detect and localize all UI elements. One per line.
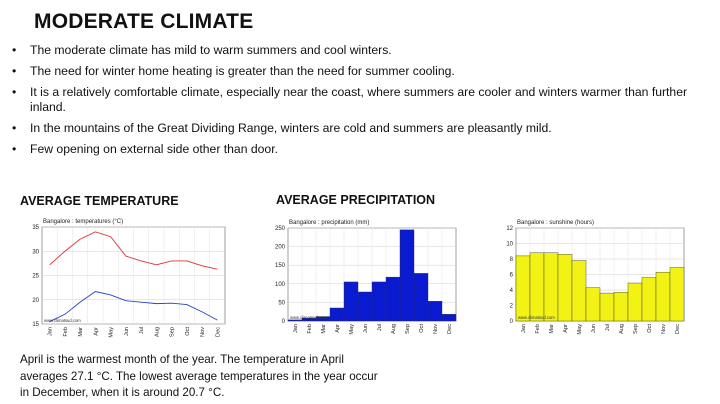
temperature-caption: April is the warmest month of the year. … xyxy=(20,353,378,399)
bullet-list: The moderate climate has mild to warm su… xyxy=(12,43,702,163)
x-tick-label: Sep xyxy=(633,324,639,334)
bullet-item: It is a relatively comfortable climate, … xyxy=(12,85,702,115)
y-tick-label: 25 xyxy=(32,274,39,280)
x-tick-label: Aug xyxy=(619,324,625,334)
bar xyxy=(669,267,685,322)
slide-title: MODERATE CLIMATE xyxy=(34,10,254,33)
y-tick-label: 30 xyxy=(32,249,39,255)
precipitation-heading: AVERAGE PRECIPITATION xyxy=(276,193,436,207)
chart-title: Bangalore : precipitation (mm) xyxy=(289,220,369,226)
watermark-text: www.climatsud.com xyxy=(518,315,555,320)
y-tick-label: 150 xyxy=(275,263,286,269)
x-tick-label: Dec xyxy=(215,327,221,337)
x-tick-label: Apr xyxy=(93,327,99,336)
bar xyxy=(399,229,415,322)
x-tick-label: Jun xyxy=(591,324,597,333)
x-tick-label: Mar xyxy=(549,324,555,334)
bullet-item: The moderate climate has mild to warm su… xyxy=(12,43,702,58)
x-tick-label: Sep xyxy=(170,327,176,337)
x-tick-label: Apr xyxy=(335,324,341,333)
y-tick-label: 100 xyxy=(275,282,286,288)
x-tick-label: Aug xyxy=(154,327,160,337)
bar xyxy=(371,281,387,322)
y-tick-label: 2 xyxy=(510,304,514,310)
bar xyxy=(613,292,629,322)
x-tick-label: Jul xyxy=(139,327,145,334)
y-tick-label: 20 xyxy=(32,298,39,304)
chart-title: Bangalore : sunshine (hours) xyxy=(517,220,594,226)
temperature-chart: Bangalore : temperatures (°C) 15 20 25 30 35 J… xyxy=(32,219,226,338)
bullet-item: In the mountains of the Great Dividing R… xyxy=(12,121,702,136)
bullet-item: The need for winter home heating is grea… xyxy=(12,64,702,79)
y-tick-label: 200 xyxy=(275,245,286,251)
x-tick-label: Jul xyxy=(605,324,611,331)
x-tick-label: Nov xyxy=(661,324,667,334)
x-tick-label: Jun xyxy=(124,327,130,336)
y-tick-label: 8 xyxy=(510,257,514,263)
y-tick-label: 35 xyxy=(32,225,39,231)
x-tick-label: Feb xyxy=(535,324,541,334)
y-tick-label: 4 xyxy=(510,288,514,294)
bar xyxy=(655,271,671,322)
x-tick-label: Feb xyxy=(307,324,313,334)
x-tick-label: Aug xyxy=(391,324,397,334)
bar xyxy=(329,307,345,322)
bar xyxy=(441,314,457,322)
x-tick-label: Mar xyxy=(321,324,327,334)
bar xyxy=(641,277,657,322)
x-tick-label: Dec xyxy=(447,324,453,334)
bullet-item: Few opening on external side other than … xyxy=(12,142,702,157)
watermark-text: www.climatsud.com xyxy=(290,315,327,320)
bar xyxy=(571,260,587,322)
x-tick-label: Jul xyxy=(377,324,383,331)
x-tick-label: Nov xyxy=(200,327,206,337)
bar xyxy=(343,281,359,322)
x-tick-label: May xyxy=(349,324,355,335)
bar xyxy=(385,276,401,322)
y-tick-label: 0 xyxy=(510,319,514,325)
watermark-text: www.climatsud.com xyxy=(44,318,81,323)
y-tick-label: 250 xyxy=(275,226,286,232)
x-tick-label: Dec xyxy=(675,324,681,334)
bar xyxy=(557,254,573,322)
chart-title: Bangalore : temperatures (°C) xyxy=(43,219,123,225)
x-tick-label: Jan xyxy=(293,324,299,333)
precipitation-chart: Bangalore : precipitation (mm) 0 50 100 150 2… xyxy=(275,220,457,335)
bar xyxy=(357,291,373,322)
bar xyxy=(287,319,303,322)
series-line xyxy=(49,231,218,270)
y-tick-label: 50 xyxy=(278,300,285,306)
x-tick-label: Feb xyxy=(63,327,69,337)
sunshine-chart: Bangalore : sunshine (hours) 0 2 4 6 8 10 12 Jan… xyxy=(506,220,685,335)
x-tick-label: Mar xyxy=(78,327,84,337)
x-tick-label: Nov xyxy=(433,324,439,334)
bar xyxy=(627,282,643,322)
y-tick-label: 10 xyxy=(506,242,513,248)
x-tick-label: Oct xyxy=(419,324,425,333)
x-tick-label: Jan xyxy=(48,327,54,336)
bar xyxy=(427,301,443,322)
y-tick-label: 0 xyxy=(282,319,286,325)
x-tick-label: Oct xyxy=(647,324,653,333)
x-tick-label: Oct xyxy=(185,327,191,336)
temperature-heading: AVERAGE TEMPERATURE xyxy=(20,194,179,208)
bar xyxy=(585,287,601,322)
bar xyxy=(599,292,615,322)
x-tick-label: Apr xyxy=(563,324,569,333)
x-tick-label: Sep xyxy=(405,324,411,334)
bar xyxy=(413,273,429,322)
x-tick-label: May xyxy=(109,327,115,338)
y-tick-label: 12 xyxy=(506,226,513,232)
bar xyxy=(529,252,545,322)
x-tick-label: Jun xyxy=(363,324,369,333)
x-tick-label: Jan xyxy=(521,324,527,333)
x-tick-label: May xyxy=(577,324,583,335)
series-line xyxy=(49,291,218,322)
y-tick-label: 15 xyxy=(32,322,39,328)
bar xyxy=(543,252,559,322)
bar xyxy=(515,255,531,322)
y-tick-label: 6 xyxy=(510,273,514,279)
